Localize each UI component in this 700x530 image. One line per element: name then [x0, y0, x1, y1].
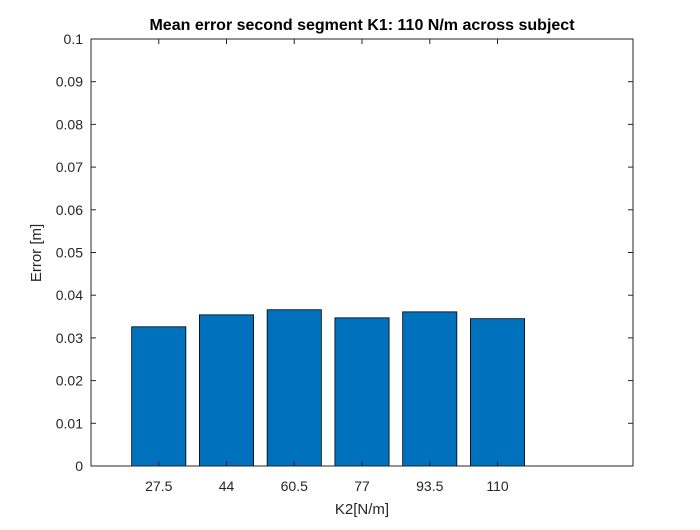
- bar-27.5: [131, 326, 187, 467]
- x-tick-label: 77: [354, 478, 370, 494]
- y-tick-label: 0.03: [56, 330, 83, 346]
- x-tick-label: 60.5: [281, 478, 308, 494]
- bar-77: [334, 317, 390, 467]
- y-tick-label: 0.01: [56, 415, 83, 431]
- bar-44: [198, 314, 254, 467]
- x-tick-label: 110: [486, 478, 509, 494]
- y-tick-label: 0.07: [56, 159, 83, 175]
- y-axis-label: Error [m]: [28, 224, 45, 282]
- bar-60.5: [266, 309, 322, 467]
- x-ticks-group: 27.5 44 60.5 77 93.5 110: [145, 39, 509, 494]
- chart-title: Mean error second segment K1: 110 N/m ac…: [149, 17, 575, 34]
- y-tick-label: 0.1: [64, 31, 84, 47]
- y-tick-label: 0: [75, 458, 83, 474]
- y-tick-label: 0.08: [56, 116, 83, 132]
- x-axis-label: K2[N/m]: [335, 501, 389, 518]
- x-tick-label: 44: [219, 478, 235, 494]
- x-tick-label: 93.5: [416, 478, 443, 494]
- y-tick-label: 0.02: [56, 373, 83, 389]
- y-tick-label: 0.04: [56, 287, 83, 303]
- y-tick-label: 0.06: [56, 202, 83, 218]
- y-ticks-group: 0 0.01 0.02 0.03 0.04 0.05 0.06 0.07 0.08 0.09 0.1: [56, 31, 633, 474]
- bars-group: [131, 309, 525, 467]
- y-tick-label: 0.09: [56, 74, 83, 90]
- y-tick-label: 0.05: [56, 245, 83, 261]
- bar-93.5: [402, 311, 458, 467]
- x-tick-label: 27.5: [145, 478, 172, 494]
- bar-110: [469, 318, 525, 467]
